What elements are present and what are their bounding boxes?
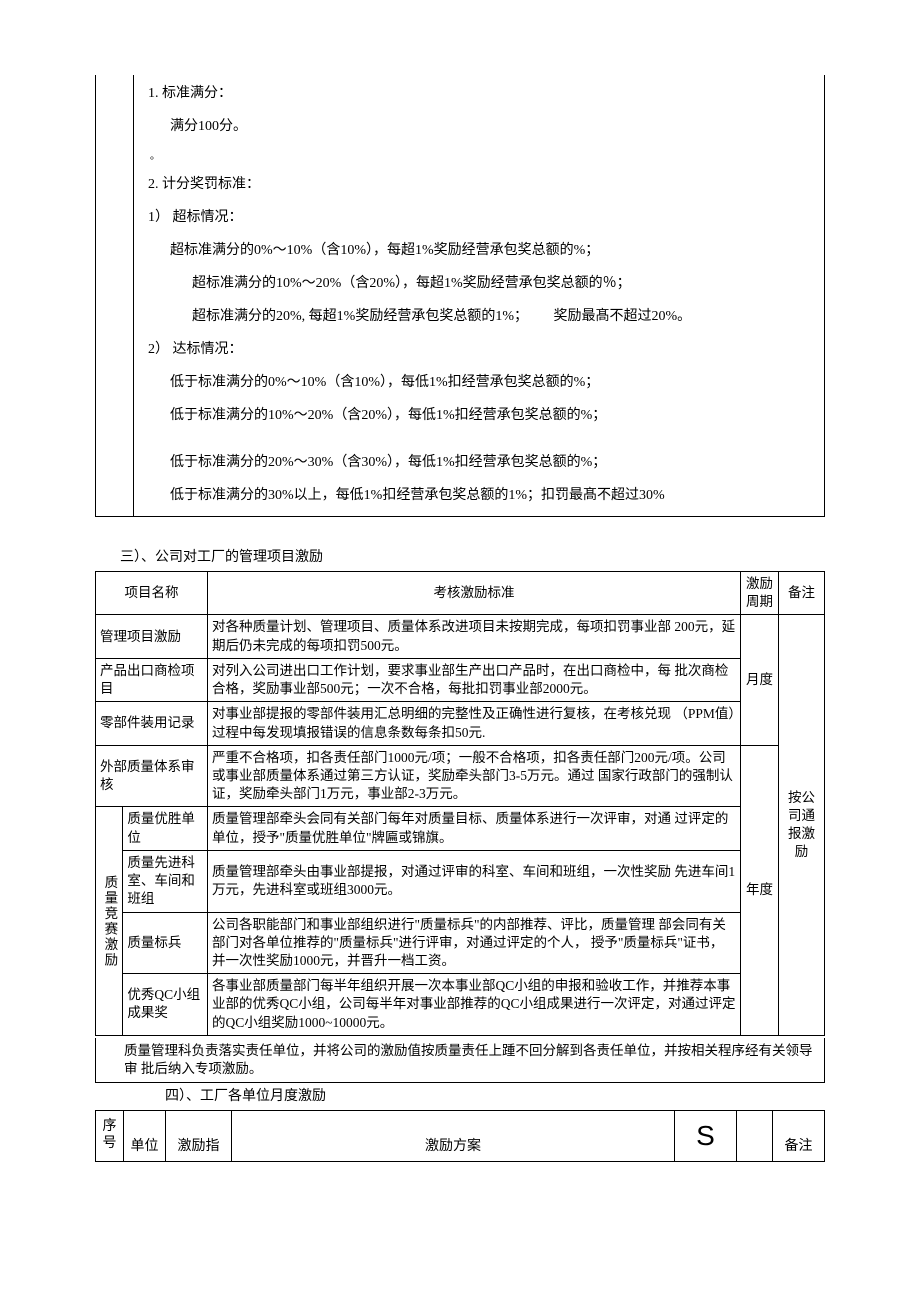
line-over-3a: 超标准满分的20%, 每超1%奖励经营承包奖总额的1%； — [192, 309, 528, 324]
line-under-1: 低于标准满分的0%～10%（含10%），每低1%扣经营承包奖总额的%； — [148, 372, 810, 393]
line-under-2: 低于标准满分的10%～20%（含20%），每低1%扣经营承包奖总额的%； — [148, 405, 810, 426]
line-under-4: 低于标准满分的30%以上，每低1%扣经营承包奖总额的1%；扣罚最髙不超过30% — [148, 485, 810, 506]
r1-content: 对各种质量计划、管理项目、质量体系改进项目未按期完成，每项扣罚事业部 200元，… — [208, 615, 741, 658]
hdr-std: 考核激励标准 — [208, 572, 741, 615]
r6-name: 质量先进科 室、车间和 班组 — [123, 850, 208, 912]
scoring-criteria-content: 1. 标准满分： 满分100分。 。 2. 计分奖罚标准： 1） 超标情况： 超… — [134, 75, 824, 516]
hdr-remark: 备注 — [779, 572, 825, 615]
r5-name: 质量优胜单 位 — [123, 807, 208, 850]
r3-name: 零部件装用记录 — [96, 702, 208, 745]
period-monthly: 月度 — [741, 615, 779, 745]
line-std-full: 1. 标准满分： — [148, 83, 810, 104]
t3-blank — [737, 1111, 773, 1162]
t3-idx: 激励指 — [166, 1111, 232, 1162]
line-over-3: 超标准满分的20%, 每超1%奖励经营承包奖总额的1%； 奖励最髙不超过20%。 — [148, 306, 810, 327]
group-quality: 质量竞赛激励 — [96, 807, 123, 1035]
section4-title: 四）、工厂各单位月度激励 — [165, 1086, 825, 1107]
hdr-name: 项目名称 — [96, 572, 208, 615]
hdr-period: 激励周期 — [741, 572, 779, 615]
line-over-2: 超标准满分的10%～20%（含20%），每超1%奖励经营承包奖总额的％； — [148, 273, 810, 294]
t3-plan: 激励方案 — [232, 1111, 675, 1162]
line-under-header: 2） 达标情况： — [148, 339, 810, 360]
t3-seq: 序 号 — [96, 1111, 124, 1162]
r4-content: 严重不合格项，扣各责任部门1000元/项；一般不合格项，扣各责任部门200元/项… — [208, 745, 741, 807]
r7-name: 质量标兵 — [123, 912, 208, 974]
scoring-criteria-box: 1. 标准满分： 满分100分。 。 2. 计分奖罚标准： 1） 超标情况： 超… — [95, 75, 825, 517]
remark-cell: 按公司通报激励 — [779, 615, 825, 1035]
r2-content: 对列入公司进出口工作计划，要求事业部生产出口产品时，在出口商检中，每 批次商检合… — [208, 658, 741, 701]
line-over-3b: 奖励最髙不超过20%。 — [554, 306, 692, 327]
line-under-3: 低于标准满分的20%～30%（含30%），每低1%扣经营承包奖总额的%； — [148, 452, 810, 473]
r3-content: 对事业部提报的零部件装用汇总明细的完整性及正确性进行复核，在考核兑现 （PPM值… — [208, 702, 741, 745]
r4-name: 外部质量体系审核 — [96, 745, 208, 807]
t3-s: S — [675, 1111, 737, 1162]
r2-name: 产品出口商检项目 — [96, 658, 208, 701]
tiny-mark: 。 — [148, 149, 810, 164]
incentive-table: 项目名称 考核激励标准 激励周期 备注 管理项目激励 对各种质量计划、管理项目、… — [95, 571, 825, 1036]
monthly-incentive-table: 序 号 单位 激励指 激励方案 S 备注 — [95, 1110, 825, 1162]
r6-content: 质量管理部牵头由事业部提报，对通过评审的科室、车间和班组，一次性奖励 先进车间1… — [208, 850, 741, 912]
line-over-1: 超标准满分的0%～10%（含10%），每超1%奖励经营承包奖总额的%； — [148, 240, 810, 261]
line-scoring-std: 2. 计分奖罚标准： — [148, 174, 810, 195]
period-yearly: 年度 — [741, 745, 779, 1035]
line-100: 满分100分。 — [148, 116, 810, 137]
line-over-header: 1） 超标情况： — [148, 207, 810, 228]
t3-remark: 备注 — [773, 1111, 825, 1162]
r1-name: 管理项目激励 — [96, 615, 208, 658]
r5-content: 质量管理部牵头会同有关部门每年对质量目标、质量体系进行一次评审，对通 过评定的单… — [208, 807, 741, 850]
table2-footer: 质量管理科负责落实责任单位，并将公司的激励值按质量责任上踵不回分解到各责任单位，… — [95, 1038, 825, 1083]
r8-content: 各事业部质量部门每半年组织开展一次本事业部QC小组的申报和验收工作，并推荐本事业… — [208, 974, 741, 1036]
section3-title: 三）、公司对工厂的管理项目激励 — [120, 547, 825, 568]
r7-content: 公司各职能部门和事业部组织进行"质量标兵"的内部推荐、评比，质量管理 部会同有关… — [208, 912, 741, 974]
t3-unit: 单位 — [124, 1111, 166, 1162]
r8-name: 优秀QC小组成果奖 — [123, 974, 208, 1036]
left-margin-cell — [96, 75, 134, 516]
